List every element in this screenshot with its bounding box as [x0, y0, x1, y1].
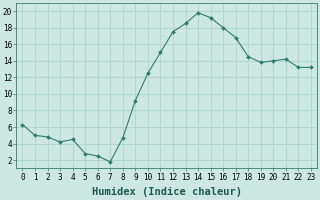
X-axis label: Humidex (Indice chaleur): Humidex (Indice chaleur)	[92, 187, 242, 197]
